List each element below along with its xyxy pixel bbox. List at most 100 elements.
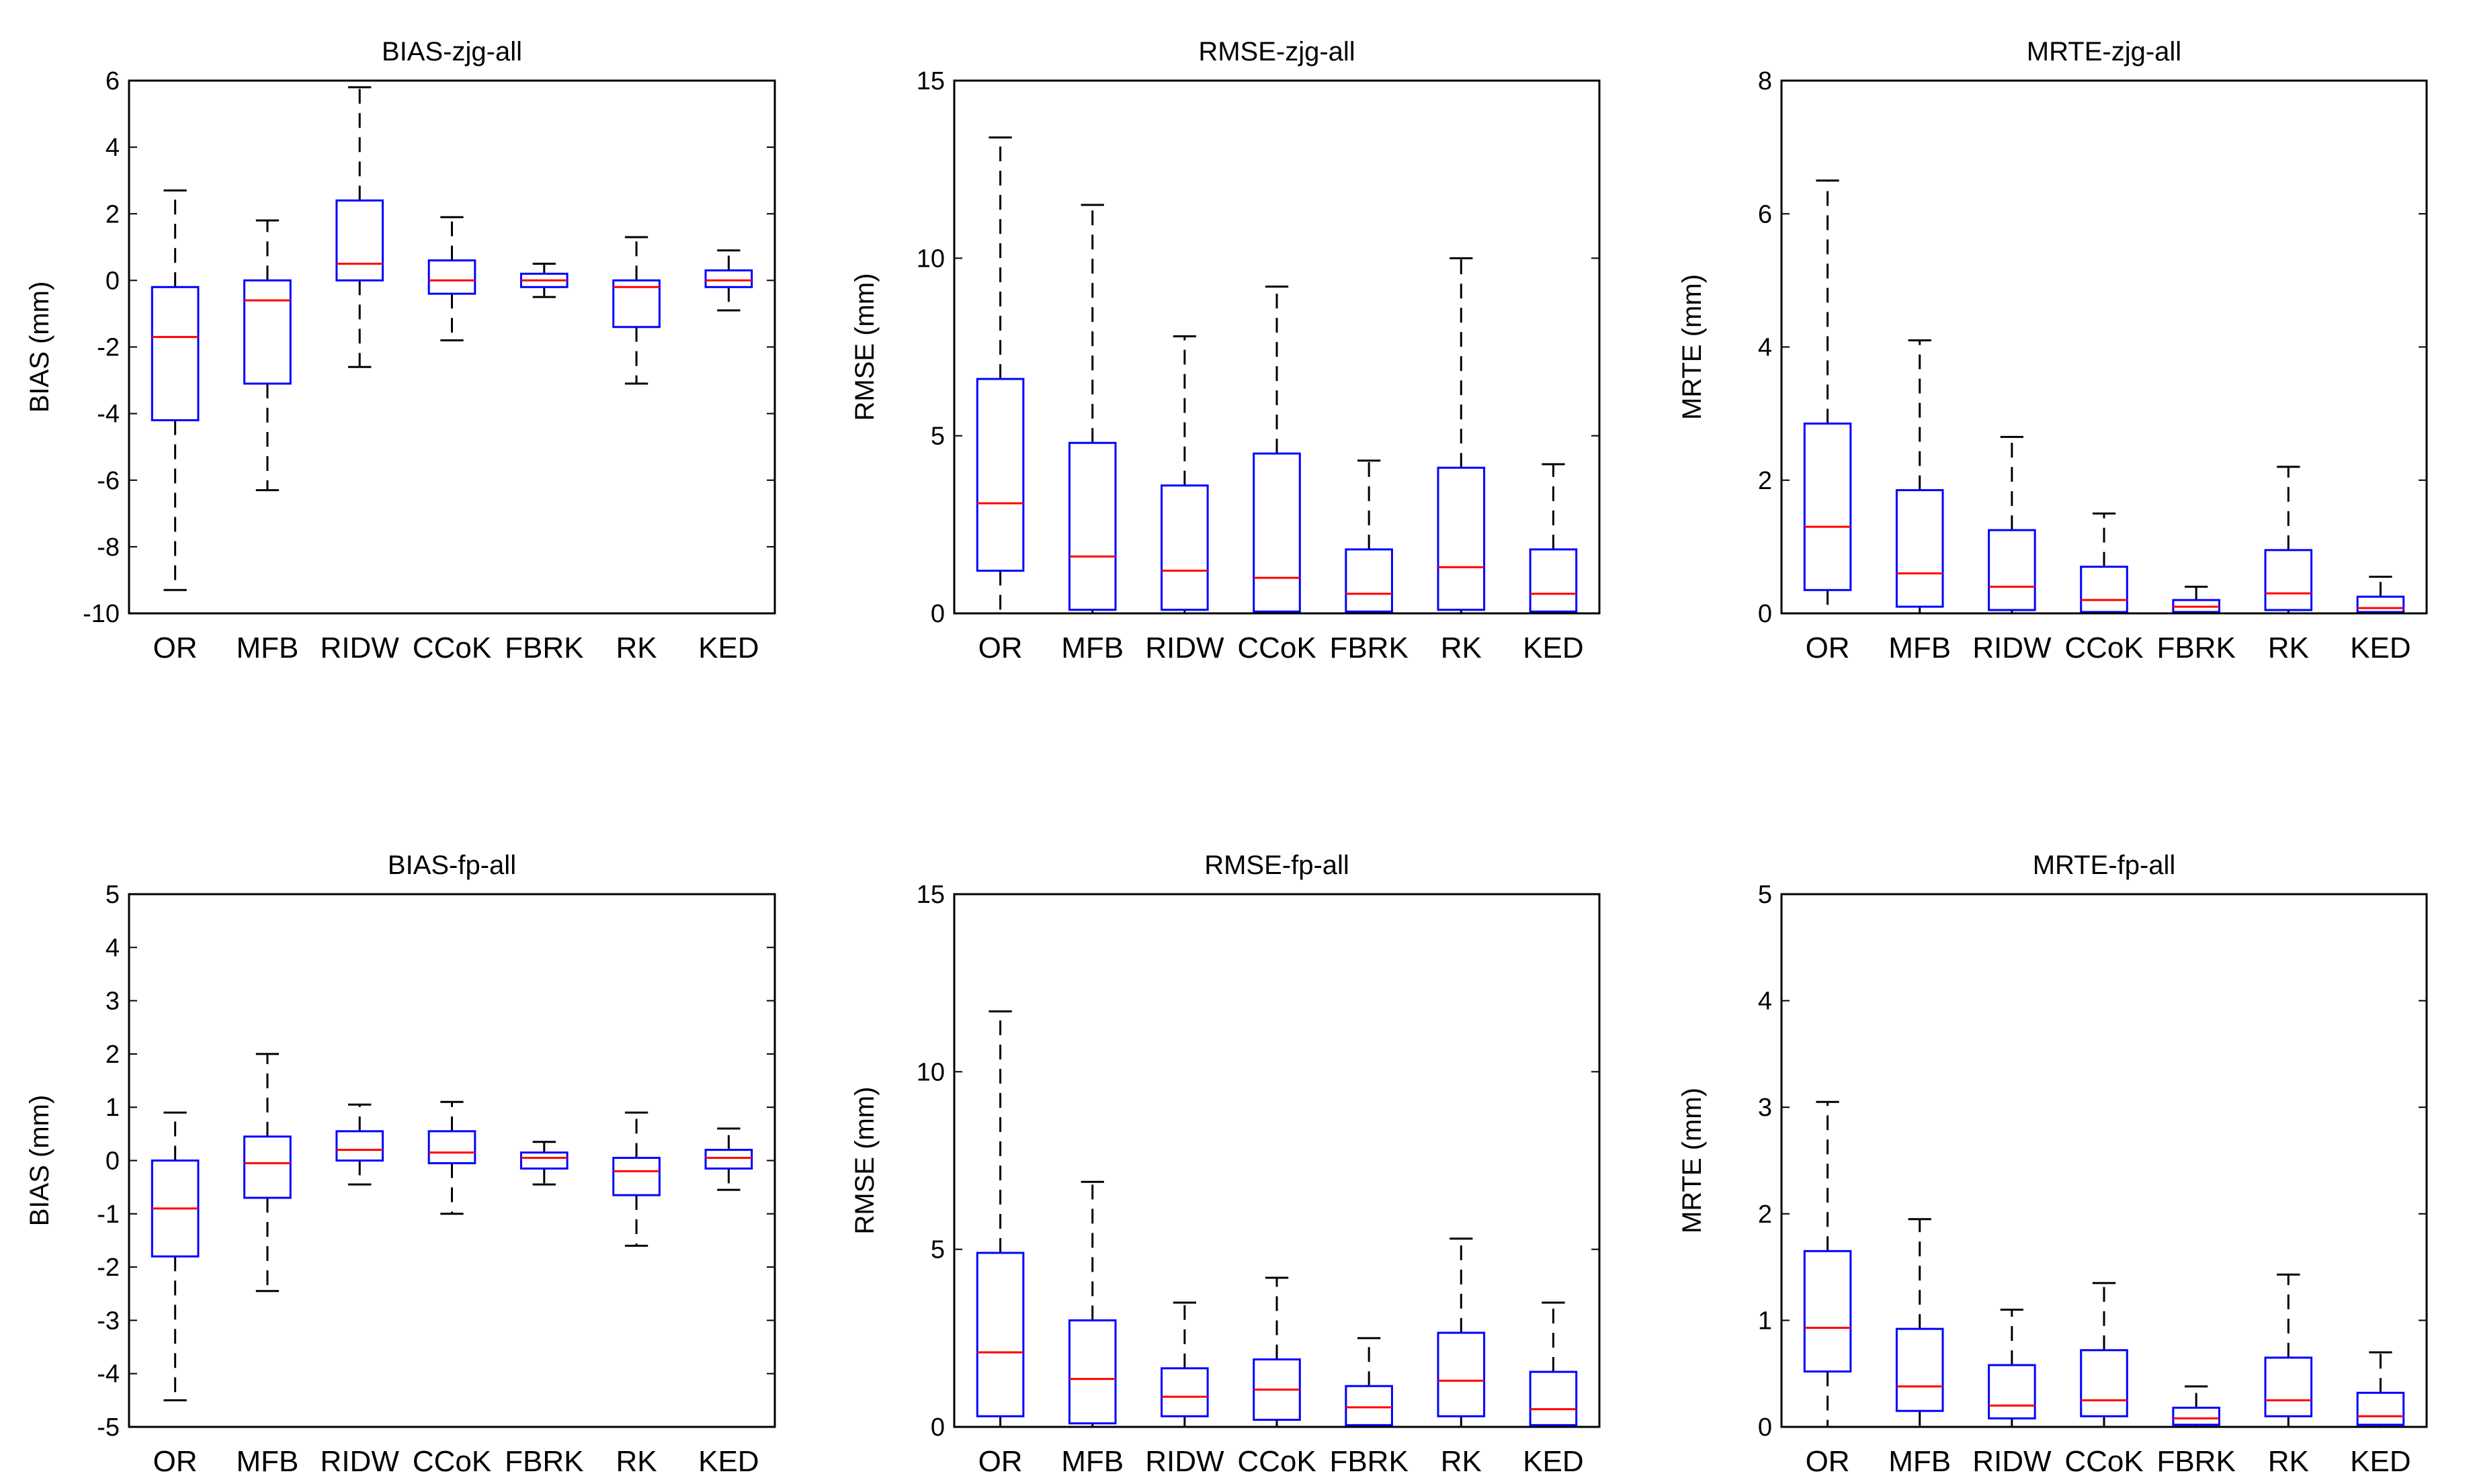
y-tick-label: 4 <box>106 134 120 162</box>
y-tick-label: 0 <box>106 1147 120 1176</box>
box-mfb <box>1895 339 1944 615</box>
y-tick-label: 3 <box>1758 1094 1772 1122</box>
y-tick-label: 3 <box>106 988 120 1016</box>
y-tick-label: 1 <box>1758 1307 1772 1335</box>
iqr-box <box>1529 548 1578 613</box>
box-ridw <box>335 1103 384 1186</box>
plot-frame <box>128 893 776 1428</box>
box-mfb <box>243 1053 292 1293</box>
box-ridw <box>1161 1301 1209 1428</box>
y-axis-label: RMSE (mm) <box>850 1087 880 1235</box>
iqr-box <box>1803 1250 1852 1373</box>
iqr-box <box>335 1130 384 1162</box>
iqr-box <box>427 259 476 295</box>
box-or <box>151 1111 200 1401</box>
iqr-box <box>2080 566 2128 613</box>
chart-panel-3: MRTE-zjg-all MRTE (mm) 0 2 4 6 8 OR MFB RIDW CCoK F… <box>1677 37 2428 664</box>
x-tick-label: KED <box>2350 631 2410 664</box>
chart-panel-2: RMSE-zjg-all RMSE (mm) 0 5 10 15 OR MFB RIDW CCoK… <box>850 37 1601 664</box>
y-tick-label: -4 <box>97 1360 120 1389</box>
x-tick-label: RK <box>616 1445 657 1478</box>
y-tick-label: 0 <box>1758 600 1772 628</box>
iqr-box <box>1437 466 1486 611</box>
iqr-box <box>1161 1367 1209 1417</box>
x-tick-label: RK <box>1441 631 1482 664</box>
x-tick-label: CCoK <box>1237 631 1316 664</box>
chart-panel-4: BIAS-fp-all BIAS (mm) -5 -4 -3 -2 -1 0 1 2 3 4 5 OR MF… <box>25 850 776 1478</box>
x-tick-label: KED <box>1523 631 1583 664</box>
chart-title: BIAS-zjg-all <box>382 37 522 67</box>
box-or <box>1803 179 1852 615</box>
y-tick-label: 0 <box>931 1413 945 1442</box>
x-tick-label: RIDW <box>321 631 400 664</box>
x-tick-label: KED <box>1523 1445 1583 1478</box>
y-tick-label: -8 <box>97 533 120 562</box>
x-tick-label: FBRK <box>1329 1445 1408 1478</box>
iqr-box <box>243 1135 292 1199</box>
y-tick-label: -1 <box>97 1201 120 1229</box>
iqr-box <box>519 1151 569 1170</box>
x-tick-label: MFB <box>1888 631 1951 664</box>
y-tick-label: 5 <box>106 881 120 909</box>
iqr-box <box>1068 441 1117 611</box>
y-tick-label: 10 <box>917 245 945 273</box>
x-tick-label: RIDW <box>1972 1445 2052 1478</box>
box-ridw <box>335 86 384 368</box>
y-tick-label: 4 <box>1758 988 1772 1016</box>
y-tick-label: -2 <box>97 334 120 362</box>
x-tick-label: FBRK <box>505 1445 583 1478</box>
y-tick-label: 0 <box>106 267 120 295</box>
x-tick-label: KED <box>698 631 759 664</box>
x-tick-label: RIDW <box>1145 1445 1224 1478</box>
iqr-box <box>427 1130 476 1164</box>
y-tick-label: 15 <box>917 881 945 909</box>
iqr-box <box>335 199 384 281</box>
iqr-box <box>1803 422 1852 591</box>
chart-title: RMSE-zjg-all <box>1198 37 1355 67</box>
y-tick-label: 4 <box>106 934 120 962</box>
x-tick-label: MFB <box>1888 1445 1951 1478</box>
chart-title: MRTE-fp-all <box>2033 850 2176 880</box>
iqr-box <box>2264 549 2313 611</box>
x-tick-label: MFB <box>1061 1445 1124 1478</box>
x-tick-label: RK <box>2268 1445 2309 1478</box>
x-tick-label: FBRK <box>2156 1445 2235 1478</box>
iqr-box <box>243 279 292 385</box>
chart-title: RMSE-fp-all <box>1204 850 1349 880</box>
y-tick-label: -4 <box>97 400 120 429</box>
x-tick-label: MFB <box>236 631 298 664</box>
y-axis-label: BIAS (mm) <box>25 281 54 413</box>
chart-title: MRTE-zjg-all <box>2027 37 2181 67</box>
plot-frame <box>1780 893 2428 1428</box>
y-tick-label: 0 <box>931 600 945 628</box>
y-tick-label: -10 <box>83 600 120 628</box>
y-tick-label: 8 <box>1758 67 1772 95</box>
box-ccok <box>427 1100 476 1215</box>
plot-frame <box>953 893 1601 1428</box>
iqr-box <box>1437 1332 1486 1417</box>
box-ked <box>704 1127 753 1191</box>
y-tick-label: 2 <box>1758 467 1772 495</box>
x-tick-label: RK <box>616 631 657 664</box>
x-tick-label: RIDW <box>1972 631 2052 664</box>
box-or <box>151 189 200 591</box>
y-tick-label: 15 <box>917 67 945 95</box>
iqr-box <box>2356 595 2405 613</box>
y-axis-label: RMSE (mm) <box>850 273 880 421</box>
x-tick-label: CCoK <box>413 1445 491 1478</box>
iqr-box <box>1988 1364 2036 1420</box>
iqr-box <box>612 279 661 329</box>
x-tick-label: CCoK <box>1237 1445 1316 1478</box>
y-tick-label: 5 <box>931 1236 945 1264</box>
iqr-box <box>1161 484 1209 611</box>
iqr-box <box>976 378 1025 572</box>
y-tick-label: 10 <box>917 1058 945 1086</box>
y-tick-label: 2 <box>1758 1201 1772 1229</box>
y-axis-label: MRTE (mm) <box>1677 274 1707 420</box>
chart-title: BIAS-fp-all <box>388 850 516 880</box>
iqr-box <box>1895 489 1944 608</box>
x-tick-label: RIDW <box>321 1445 400 1478</box>
iqr-box <box>2172 1406 2220 1426</box>
iqr-box <box>1345 548 1393 613</box>
